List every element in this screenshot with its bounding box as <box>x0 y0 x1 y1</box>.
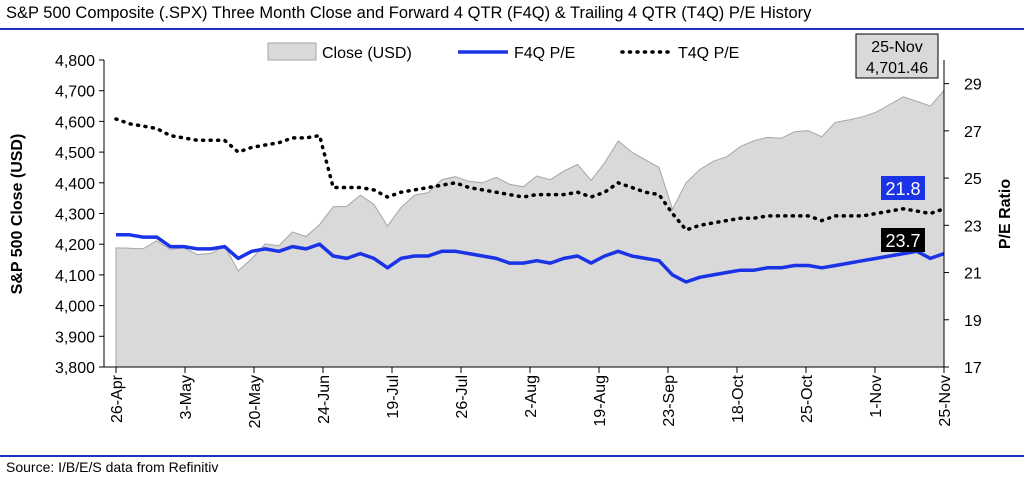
label-box-f4q <box>881 228 925 252</box>
legend-close-swatch <box>267 42 317 61</box>
y-tick-label: 4,600 <box>55 114 95 131</box>
t4q-pe-line <box>114 117 946 233</box>
label-box-t4q <box>881 176 925 200</box>
axes-layer: 4,800 4,700 4,600 4,500 4,400 4,300 4,200 4,100… <box>9 53 1014 428</box>
y2-tick-label: 23 <box>964 218 982 235</box>
x-tick-label: 23-Sep <box>661 375 678 427</box>
callout-value: 4,701.46 <box>866 60 928 77</box>
x-tick-label: 1-Nov <box>868 375 885 418</box>
legend-t4q-label: T4Q P/E <box>678 45 739 62</box>
y2-tick-label: 21 <box>964 266 982 283</box>
x-tick-label: 19-Aug <box>592 375 609 427</box>
x-tick-label: 3-May <box>178 375 195 419</box>
callout-date: 25-Nov <box>871 39 923 56</box>
pe-lines-layer <box>114 117 946 284</box>
y2-tick-label: 29 <box>964 77 982 94</box>
x-tick-label: 24-Jun <box>316 375 333 424</box>
y-tick-label: 4,200 <box>55 237 95 254</box>
f4q-pe-line <box>116 233 945 284</box>
source-note: Source: I/B/E/S data from Refinitiv <box>6 459 219 475</box>
legend-close-label: Close (USD) <box>322 45 412 62</box>
close-usd-area <box>115 89 945 368</box>
label-t4q-value: 21.8 <box>885 179 920 199</box>
x-tick-label: 26-Jul <box>454 375 471 419</box>
bottom-rule <box>0 455 1024 457</box>
x-tick-label: 26-Apr <box>109 374 126 423</box>
callout-box <box>855 33 939 79</box>
x-tick-label: 25-Oct <box>799 374 816 423</box>
y-tick-label: 4,500 <box>55 145 95 162</box>
y-tick-label: 4,300 <box>55 207 95 224</box>
y-tick-label: 4,800 <box>55 53 95 70</box>
y-tick-label: 4,100 <box>55 268 95 285</box>
legend: Close (USD) F4Q P/E T4Q P/E <box>267 42 739 62</box>
x-tick-label: 20-May <box>247 375 264 428</box>
y2-tick-label: 19 <box>964 313 982 330</box>
top-rule <box>0 28 1024 30</box>
y2-tick-label: 17 <box>964 360 982 377</box>
label-f4q-value: 23.7 <box>885 231 920 251</box>
y-tick-label: 3,900 <box>55 329 95 346</box>
label-layer: 25-Nov 4,701.46 21.8 23.7 <box>855 33 939 252</box>
close-area-layer <box>115 89 945 368</box>
x-tick-label: 19-Jul <box>385 375 402 419</box>
y-axis-title: S&P 500 Close (USD) <box>9 134 26 295</box>
y-tick-label: 4,700 <box>55 84 95 101</box>
x-tick-label: 18-Oct <box>730 374 747 423</box>
y2-tick-label: 27 <box>964 124 982 141</box>
chart-title: S&P 500 Composite (.SPX) Three Month Clo… <box>6 4 812 22</box>
x-tick-label: 2-Aug <box>523 375 540 418</box>
x-tick-label: 25-Nov <box>937 375 954 427</box>
y2-tick-label: 25 <box>964 171 982 188</box>
y-tick-label: 4,400 <box>55 176 95 193</box>
legend-f4q-label: F4Q P/E <box>514 45 575 62</box>
y-tick-label: 3,800 <box>55 360 95 377</box>
y-tick-label: 4,000 <box>55 299 95 316</box>
y2-axis-title: P/E Ratio <box>997 179 1014 249</box>
chart-area: 4,800 4,700 4,600 4,500 4,400 4,300 4,200 4,100… <box>9 33 1014 428</box>
